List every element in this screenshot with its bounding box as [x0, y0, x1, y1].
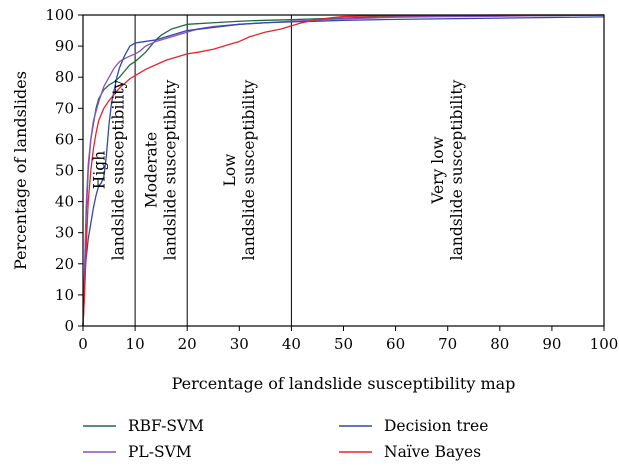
series-line-0 [82, 14, 605, 327]
y-tick-label: 30 [55, 224, 74, 242]
y-tick-label: 90 [55, 37, 74, 55]
x-tick-label: 40 [282, 335, 301, 353]
series-line-3 [82, 14, 604, 327]
y-axis-title: Percentage of landslides [11, 71, 30, 270]
zone-label: High [91, 151, 109, 189]
y-tick-label: 70 [55, 99, 74, 117]
zone-labels: High landslide susceptibility Moderate land… [91, 79, 467, 260]
zone-label: Low [221, 153, 239, 187]
y-tick-label: 60 [55, 130, 74, 148]
zone-dividers [134, 15, 292, 326]
y-axis: 0 10 20 30 40 50 60 70 80 90 100 [45, 6, 83, 335]
legend-label: Decision tree [384, 417, 488, 435]
legend-label: PL-SVM [128, 443, 192, 461]
x-tick-label: 60 [386, 335, 405, 353]
x-tick-label: 70 [438, 335, 457, 353]
y-tick-label: 10 [55, 286, 74, 304]
zone-label: landslide susceptibility [110, 79, 128, 260]
series-line-2 [82, 16, 605, 327]
zone-label: landslide susceptibility [448, 79, 466, 260]
x-tick-label: 0 [78, 335, 88, 353]
series-lines [82, 14, 605, 327]
x-tick-label: 20 [178, 335, 197, 353]
x-axis: 0 10 20 30 40 50 60 70 80 90 100 [78, 326, 618, 353]
x-tick-label: 90 [542, 335, 561, 353]
y-tick-label: 100 [45, 6, 74, 24]
legend: RBF-SVM Decision tree PL-SVM Naïve Bayes [83, 417, 488, 461]
x-axis-title: Percentage of landslide susceptibility m… [172, 374, 516, 393]
x-tick-label: 30 [230, 335, 249, 353]
x-tick-label: 10 [126, 335, 145, 353]
y-tick-label: 80 [55, 68, 74, 86]
y-tick-label: 50 [55, 162, 74, 180]
legend-label: RBF-SVM [128, 417, 204, 435]
series-line-1 [82, 14, 605, 327]
zone-label: landslide susceptibility [240, 79, 258, 260]
x-tick-label: 50 [334, 335, 353, 353]
zone-label: landslide susceptibility [162, 79, 180, 260]
y-tick-label: 40 [55, 193, 74, 211]
zone-label: Moderate [143, 132, 161, 208]
x-tick-label: 100 [590, 335, 619, 353]
y-tick-label: 20 [55, 255, 74, 273]
x-tick-label: 80 [490, 335, 509, 353]
y-tick-label: 0 [64, 317, 74, 335]
legend-label: Naïve Bayes [384, 443, 481, 461]
zone-label: Very low [429, 135, 447, 204]
